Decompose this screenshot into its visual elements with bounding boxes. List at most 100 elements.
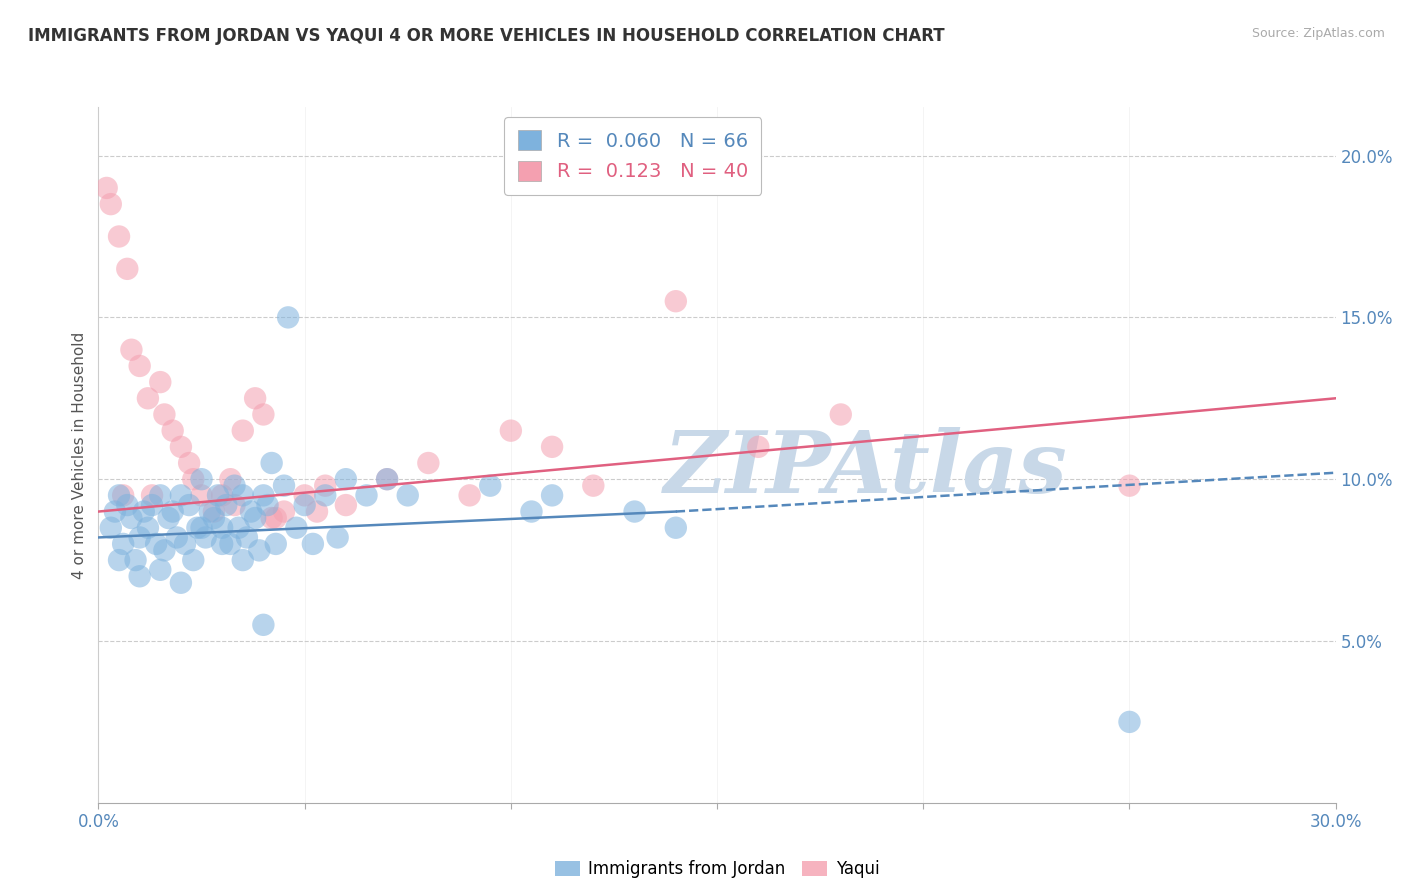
Point <box>219 537 242 551</box>
Point <box>294 498 316 512</box>
Point <box>149 375 172 389</box>
Point <box>541 488 564 502</box>
Point <box>170 575 193 590</box>
Point <box>232 424 254 438</box>
Point <box>108 229 131 244</box>
Point <box>202 511 225 525</box>
Point <box>396 488 419 502</box>
Point <box>166 531 188 545</box>
Point <box>260 511 283 525</box>
Point <box>128 531 150 545</box>
Point <box>458 488 481 502</box>
Point <box>252 617 274 632</box>
Point <box>215 498 238 512</box>
Point <box>120 343 142 357</box>
Point <box>243 392 266 406</box>
Point <box>264 537 287 551</box>
Point <box>499 424 522 438</box>
Point <box>335 498 357 512</box>
Point <box>112 488 135 502</box>
Point <box>224 498 246 512</box>
Point <box>232 553 254 567</box>
Point <box>243 511 266 525</box>
Point <box>157 511 180 525</box>
Point <box>479 478 502 492</box>
Point <box>132 504 155 518</box>
Point <box>117 498 139 512</box>
Point <box>273 478 295 492</box>
Point <box>108 553 131 567</box>
Point <box>112 537 135 551</box>
Point <box>145 537 167 551</box>
Point <box>149 563 172 577</box>
Point <box>211 537 233 551</box>
Point <box>256 498 278 512</box>
Point <box>100 521 122 535</box>
Point <box>211 488 233 502</box>
Point <box>190 472 212 486</box>
Point <box>162 424 184 438</box>
Point <box>108 488 131 502</box>
Point <box>747 440 769 454</box>
Y-axis label: 4 or more Vehicles in Household: 4 or more Vehicles in Household <box>72 331 87 579</box>
Point <box>582 478 605 492</box>
Point <box>202 504 225 518</box>
Point <box>302 537 325 551</box>
Point <box>232 488 254 502</box>
Point <box>198 504 221 518</box>
Point <box>260 456 283 470</box>
Point <box>228 521 250 535</box>
Legend: Immigrants from Jordan, Yaqui: Immigrants from Jordan, Yaqui <box>548 854 886 885</box>
Point <box>294 488 316 502</box>
Text: Source: ZipAtlas.com: Source: ZipAtlas.com <box>1251 27 1385 40</box>
Point <box>174 537 197 551</box>
Point <box>179 498 201 512</box>
Point <box>190 521 212 535</box>
Point <box>252 408 274 422</box>
Point <box>240 504 263 518</box>
Point <box>207 488 229 502</box>
Point <box>179 456 201 470</box>
Point <box>128 569 150 583</box>
Point <box>830 408 852 422</box>
Point <box>285 521 308 535</box>
Point <box>211 521 233 535</box>
Point <box>153 543 176 558</box>
Point <box>665 294 688 309</box>
Point <box>190 488 212 502</box>
Point <box>100 197 122 211</box>
Point <box>665 521 688 535</box>
Point <box>314 488 336 502</box>
Point <box>181 553 204 567</box>
Point <box>252 488 274 502</box>
Point <box>1118 714 1140 729</box>
Point <box>219 472 242 486</box>
Point <box>124 553 146 567</box>
Point <box>1118 478 1140 492</box>
Point <box>186 521 208 535</box>
Point <box>314 478 336 492</box>
Point <box>375 472 398 486</box>
Point <box>520 504 543 518</box>
Point <box>224 478 246 492</box>
Point <box>247 543 270 558</box>
Point <box>273 504 295 518</box>
Point <box>335 472 357 486</box>
Point <box>541 440 564 454</box>
Point <box>136 392 159 406</box>
Point <box>96 181 118 195</box>
Point <box>162 504 184 518</box>
Point <box>264 511 287 525</box>
Point <box>418 456 440 470</box>
Point <box>623 504 645 518</box>
Text: IMMIGRANTS FROM JORDAN VS YAQUI 4 OR MORE VEHICLES IN HOUSEHOLD CORRELATION CHAR: IMMIGRANTS FROM JORDAN VS YAQUI 4 OR MOR… <box>28 27 945 45</box>
Point <box>141 498 163 512</box>
Point <box>326 531 349 545</box>
Point <box>128 359 150 373</box>
Point <box>136 521 159 535</box>
Point <box>356 488 378 502</box>
Point <box>375 472 398 486</box>
Point <box>149 488 172 502</box>
Point <box>153 408 176 422</box>
Point <box>236 531 259 545</box>
